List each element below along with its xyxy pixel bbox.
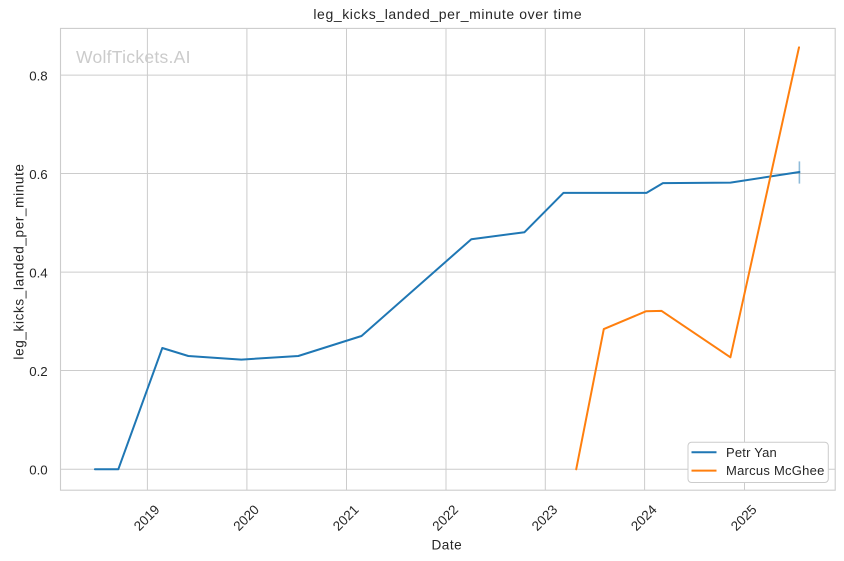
svg-text:leg_kicks_landed_per_minute: leg_kicks_landed_per_minute bbox=[12, 163, 27, 359]
svg-text:2021: 2021 bbox=[330, 502, 362, 534]
svg-text:2020: 2020 bbox=[230, 502, 262, 534]
svg-text:leg_kicks_landed_per_minute ov: leg_kicks_landed_per_minute over time bbox=[313, 6, 582, 22]
svg-text:2024: 2024 bbox=[628, 502, 660, 534]
svg-text:Date: Date bbox=[431, 537, 462, 552]
svg-text:2025: 2025 bbox=[728, 502, 760, 534]
svg-text:WolfTickets.AI: WolfTickets.AI bbox=[76, 47, 191, 67]
svg-text:0.4: 0.4 bbox=[29, 266, 48, 281]
svg-text:2022: 2022 bbox=[429, 502, 461, 534]
svg-text:0.6: 0.6 bbox=[29, 167, 48, 182]
svg-text:2023: 2023 bbox=[529, 502, 561, 534]
svg-text:Marcus McGhee: Marcus McGhee bbox=[726, 463, 825, 478]
svg-text:0.8: 0.8 bbox=[29, 69, 48, 84]
svg-text:Petr Yan: Petr Yan bbox=[726, 445, 777, 460]
svg-text:0.2: 0.2 bbox=[29, 364, 48, 379]
svg-text:0.0: 0.0 bbox=[29, 463, 48, 478]
svg-text:2019: 2019 bbox=[131, 502, 163, 534]
